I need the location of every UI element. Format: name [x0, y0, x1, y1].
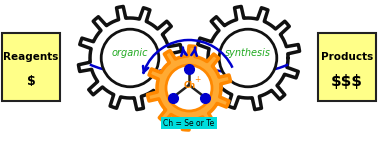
Text: synthesis: synthesis — [225, 48, 271, 58]
Text: $: $ — [26, 76, 36, 89]
Circle shape — [219, 29, 277, 87]
Polygon shape — [79, 6, 181, 110]
FancyBboxPatch shape — [318, 33, 376, 101]
Text: organic: organic — [112, 48, 148, 58]
Text: Reagents: Reagents — [3, 52, 59, 62]
Text: Ch = Se or Te: Ch = Se or Te — [163, 119, 215, 128]
Text: $$$: $$$ — [331, 75, 363, 90]
Text: Products: Products — [321, 52, 373, 62]
Text: Ch: Ch — [184, 81, 196, 90]
Polygon shape — [197, 6, 299, 110]
Circle shape — [166, 65, 212, 111]
Circle shape — [101, 29, 159, 87]
Text: +: + — [194, 75, 200, 84]
FancyBboxPatch shape — [2, 33, 60, 101]
Polygon shape — [147, 46, 231, 130]
